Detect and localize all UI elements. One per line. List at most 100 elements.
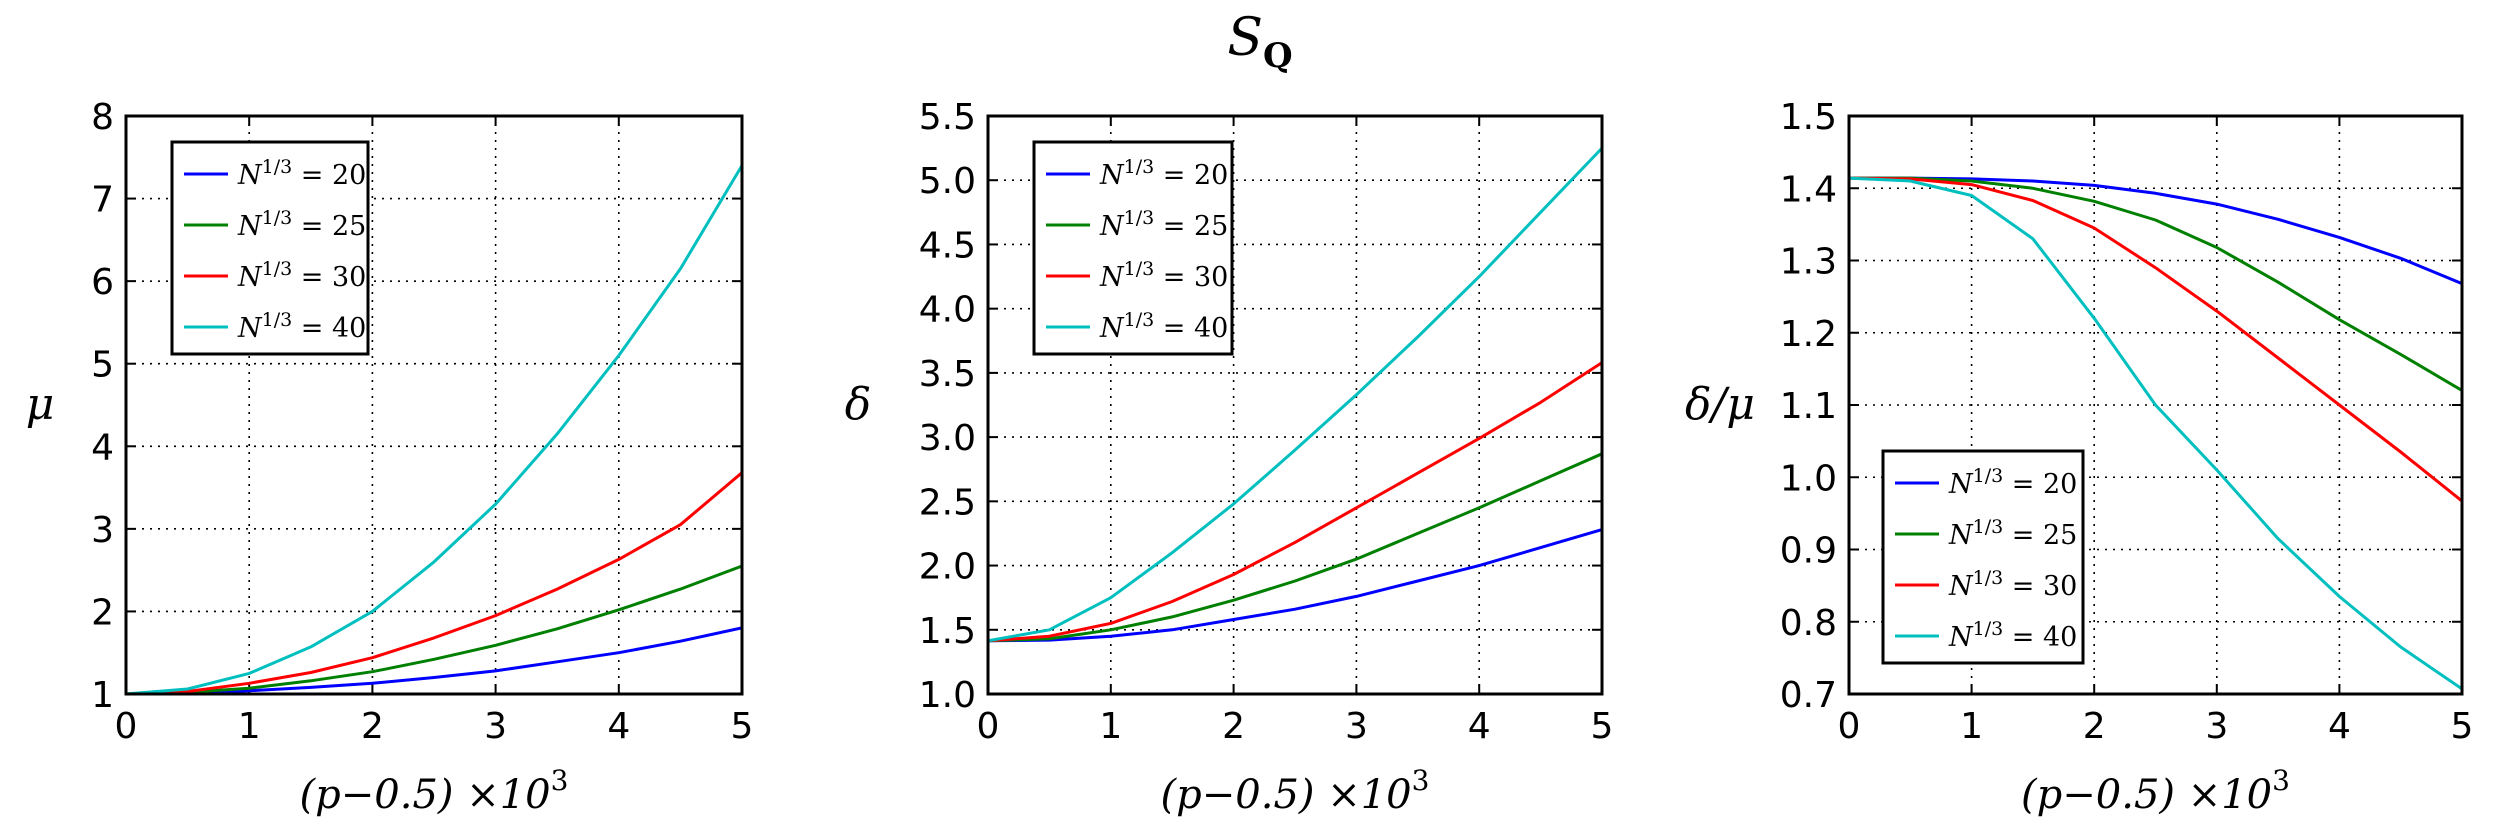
series-line-1 (988, 452, 1602, 643)
x-axis-label-text: (p−0.5) ×10 (1161, 772, 1412, 818)
x-axis-label-exponent: 3 (551, 764, 569, 797)
legend-label-value: = 25 (292, 211, 366, 242)
legend-label-exponent: 1/3 (262, 258, 293, 280)
series-line-2 (1849, 176, 2462, 503)
legend-label-base: N (1099, 160, 1125, 191)
y-tick-label: 6 (91, 262, 114, 303)
x-tick-label: 1 (1099, 706, 1122, 747)
legend-label-1: N1/3 = 25 (237, 207, 366, 242)
legend-label-exponent: 1/3 (262, 207, 293, 229)
legend-label-exponent: 1/3 (262, 309, 293, 331)
legend-box (170, 140, 370, 356)
chart-panel-delta-over-mu: 0 1 2 3 4 5 0.7 0.8 0.9 1.0 1.1 1.2 1.3 1.4 1.5 δ/μ (p−0… (1685, 97, 2473, 818)
x-tick-label: 0 (1838, 706, 1861, 747)
y-tick-label: 0.8 (1780, 603, 1837, 644)
series-line-3 (1849, 176, 2462, 691)
legend-label-3: N1/3 = 40 (1948, 618, 2077, 653)
legend-label-value: = 30 (1154, 262, 1228, 293)
legend-label-value: = 40 (2003, 622, 2077, 653)
y-tick-label: 1 (91, 675, 114, 716)
legend-label-3: N1/3 = 40 (1099, 309, 1228, 344)
legend-label-value: = 20 (2003, 469, 2077, 500)
legend-label-exponent: 1/3 (1124, 258, 1155, 280)
x-tick-label: 3 (2205, 706, 2228, 747)
figure-title-sub: Q (1263, 36, 1293, 76)
series-line-2 (988, 361, 1602, 643)
series-line-3 (988, 147, 1602, 643)
y-tick-label: 2.0 (919, 547, 976, 588)
legend-label-value: = 40 (1154, 313, 1228, 344)
y-axis-label: μ (26, 379, 55, 430)
legend-box (1881, 449, 2085, 665)
legend-label-base: N (1099, 211, 1125, 242)
series-line-0 (988, 528, 1602, 643)
axes-frame (124, 114, 744, 696)
x-tick-label: 0 (977, 706, 1000, 747)
legend-label-exponent: 1/3 (1124, 207, 1155, 229)
y-tick-label: 3.0 (919, 418, 976, 459)
y-tick-label: 2.5 (919, 482, 976, 523)
legend-box (1032, 140, 1234, 356)
x-tick-label: 3 (1345, 706, 1368, 747)
series-line-1 (126, 564, 742, 694)
axes-frame (986, 114, 1604, 696)
legend-label-1: N1/3 = 25 (1948, 516, 2077, 551)
y-tick-label: 3.5 (919, 354, 976, 395)
legend-label-base: N (1099, 262, 1125, 293)
legend-label-value: = 25 (1154, 211, 1228, 242)
y-tick-label: 1.0 (1780, 458, 1837, 499)
x-tick-label: 4 (607, 706, 630, 747)
legend-label-0: N1/3 = 20 (1099, 156, 1228, 191)
legend-label-exponent: 1/3 (1973, 567, 2004, 589)
legend-label-value: = 30 (2003, 571, 2077, 602)
y-tick-label: 1.3 (1780, 242, 1837, 283)
series-line-2 (126, 471, 742, 694)
legend-label-exponent: 1/3 (1124, 309, 1155, 331)
legend-label-base: N (1099, 313, 1125, 344)
x-axis-label: (p−0.5) ×103 (300, 764, 569, 818)
y-tick-label: 1.5 (919, 611, 976, 652)
legend-label-0: N1/3 = 20 (1948, 465, 2077, 500)
y-tick-label: 0.9 (1780, 531, 1837, 572)
x-axis-label-text: (p−0.5) ×10 (300, 772, 551, 818)
legend-label-2: N1/3 = 30 (1948, 567, 2077, 602)
y-tick-label: 4.5 (919, 225, 976, 266)
legend-label-2: N1/3 = 30 (237, 258, 366, 293)
x-tick-label: 2 (2083, 706, 2106, 747)
legend-label-0: N1/3 = 20 (237, 156, 366, 191)
legend-label-value: = 30 (292, 262, 366, 293)
x-tick-label: 4 (2328, 706, 2351, 747)
x-tick-label: 3 (484, 706, 507, 747)
y-tick-label: 4 (91, 427, 114, 468)
legend-label-3: N1/3 = 40 (237, 309, 366, 344)
chart-panel-delta: 0 1 2 3 4 5 1.0 1.5 2.0 2.5 3.0 3.5 4.0 4.5 5.0 5.5 δ (p−… (845, 97, 1614, 818)
x-axis-label-exponent: 3 (2272, 764, 2290, 797)
y-axis-label: δ (845, 379, 872, 430)
x-tick-label: 2 (1222, 706, 1245, 747)
legend-label-value: = 20 (292, 160, 366, 191)
x-axis-label-text: (p−0.5) ×10 (2021, 772, 2272, 818)
legend-label-value: = 40 (292, 313, 366, 344)
series-line-3 (126, 164, 742, 694)
y-tick-label: 5.0 (919, 161, 976, 202)
legend-label-exponent: 1/3 (1973, 465, 2004, 487)
x-tick-label: 5 (731, 706, 754, 747)
y-tick-label: 8 (91, 97, 114, 138)
legend-label-base: N (237, 262, 263, 293)
x-tick-label: 0 (115, 706, 138, 747)
legend-label-base: N (237, 160, 263, 191)
legend-label-base: N (1948, 469, 1974, 500)
y-tick-label: 1.1 (1780, 386, 1837, 427)
x-tick-label: 1 (1960, 706, 1983, 747)
legend-label-value: = 20 (1154, 160, 1228, 191)
y-tick-label: 0.7 (1780, 675, 1837, 716)
legend-label-exponent: 1/3 (262, 156, 293, 178)
legend-label-1: N1/3 = 25 (1099, 207, 1228, 242)
x-tick-label: 4 (1468, 706, 1491, 747)
figure-title: SQ (1227, 8, 1292, 76)
legend-label-base: N (1948, 622, 1974, 653)
y-tick-label: 4.0 (919, 290, 976, 331)
legend-label-base: N (237, 211, 263, 242)
